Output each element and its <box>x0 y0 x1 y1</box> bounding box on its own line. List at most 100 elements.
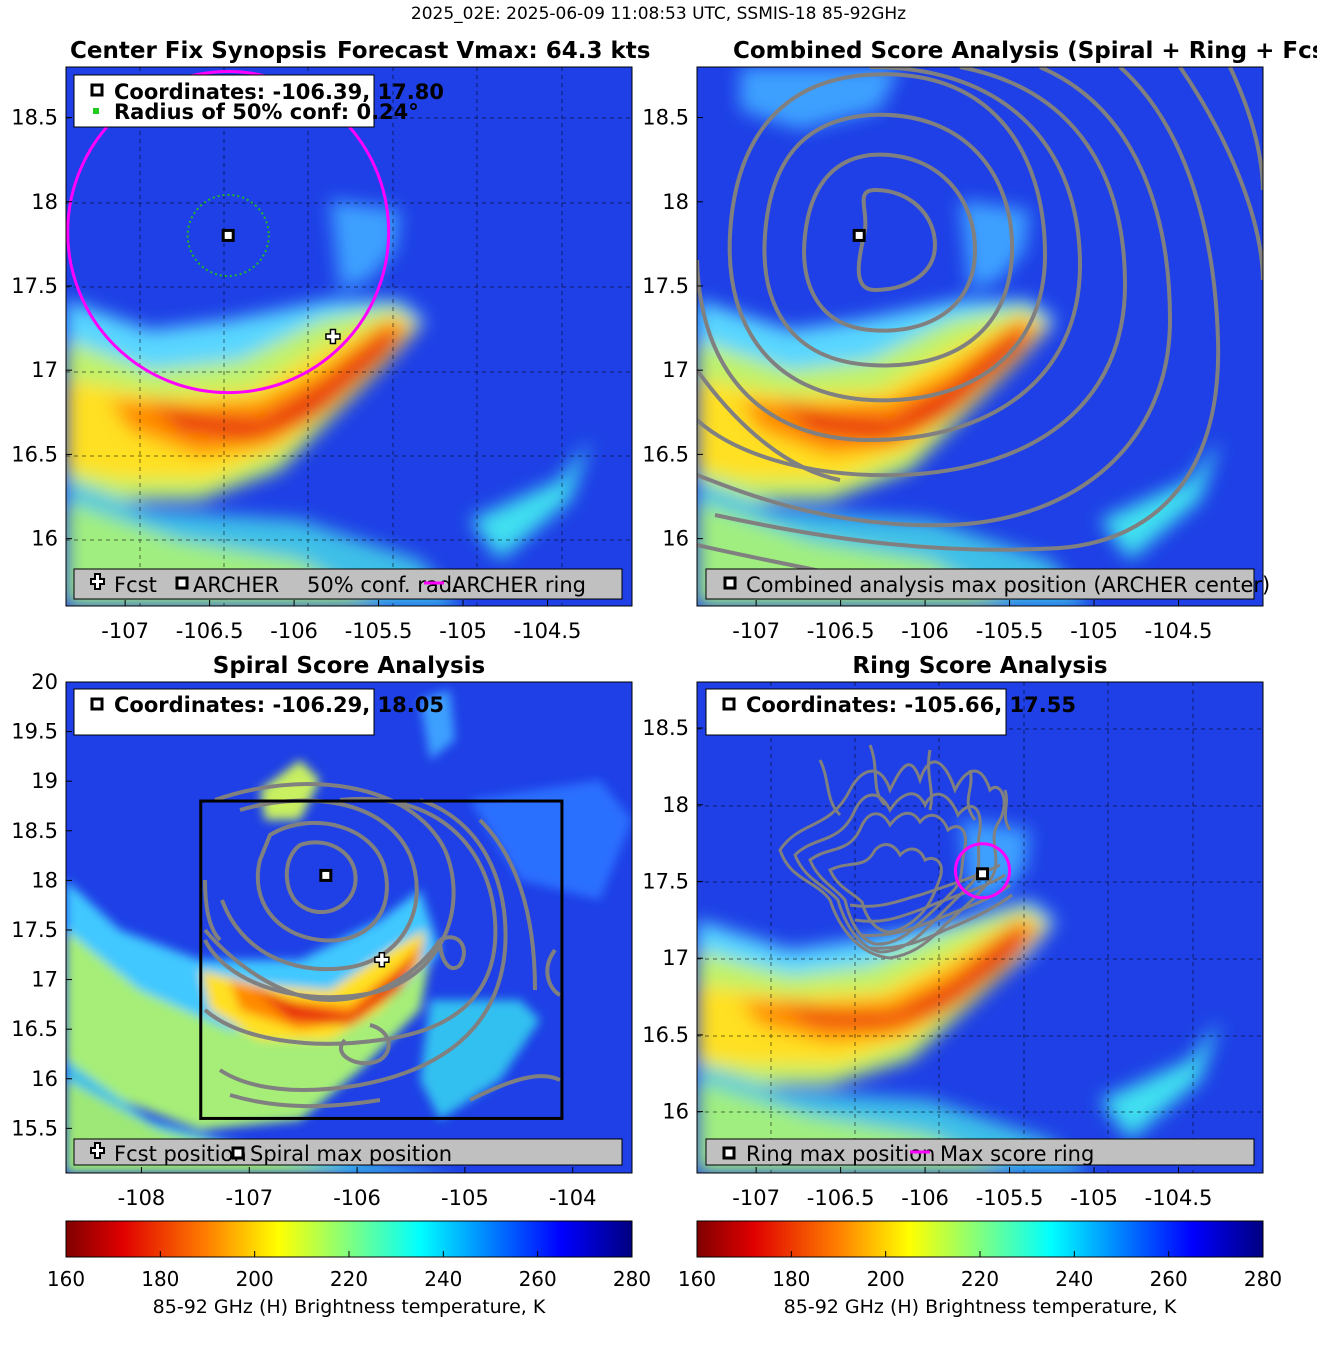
x-tick-label: -107 <box>732 619 780 643</box>
x-tick-label: -106.5 <box>807 619 875 643</box>
panel-spiral-score: Spiral Score Analysis Coordinates: -106.… <box>11 653 633 1210</box>
panel-title-vmax: Forecast Vmax: 64.3 kts <box>337 38 650 64</box>
coordinates-text: Coordinates: -105.66, 17.55 <box>746 693 1076 717</box>
panel-title: Ring Score Analysis <box>852 653 1107 679</box>
plus-marker <box>325 328 341 345</box>
x-tick-label: -104.5 <box>1145 619 1213 643</box>
y-tick-label: 20 <box>31 670 58 694</box>
x-tick-label: -106.5 <box>176 619 244 643</box>
colorbar-tick-label: 160 <box>47 1267 85 1291</box>
colorbar-tick-label: 180 <box>141 1267 179 1291</box>
x-tick-labels: -108 -107 -106 -105 -104 <box>118 1167 597 1210</box>
x-tick-label: -105 <box>439 619 487 643</box>
heatmap-ring <box>697 682 1263 1173</box>
legend-fcst: Fcst <box>114 573 157 597</box>
y-tick-label: 17.5 <box>11 274 58 298</box>
y-tick-label: 18 <box>662 190 689 214</box>
y-tick-label: 18.5 <box>642 716 689 740</box>
x-tick-label: -107 <box>225 1186 273 1210</box>
legend-ring: ARCHER ring <box>452 573 586 597</box>
colorbar-tick-label: 200 <box>236 1267 274 1291</box>
legend-combined-max: Combined analysis max position (ARCHER c… <box>746 573 1270 597</box>
y-tick-labels: 16 16.5 17 17.5 18 18.5 <box>642 716 703 1124</box>
x-tick-label: -105 <box>441 1186 489 1210</box>
legend: Fcst position Spiral max position <box>73 1138 623 1166</box>
archer-center-marker <box>221 228 235 242</box>
x-tick-label: -104 <box>549 1186 597 1210</box>
x-tick-label: -105.5 <box>976 619 1044 643</box>
y-tick-label: 16.5 <box>11 1017 58 1041</box>
square-icon <box>723 576 737 590</box>
legend-conf: 50% conf. rad. <box>307 573 459 597</box>
x-tick-label: -104.5 <box>514 619 582 643</box>
square-icon <box>175 576 189 590</box>
y-tick-label: 17.5 <box>642 274 689 298</box>
y-tick-label: 15.5 <box>11 1116 58 1140</box>
x-tick-label: -107 <box>101 619 149 643</box>
x-tick-label: -106 <box>333 1186 381 1210</box>
coordinates-text: Coordinates: -106.39, 17.80 <box>114 80 444 104</box>
y-tick-label: 17 <box>31 968 58 992</box>
x-tick-label: -105 <box>1070 619 1118 643</box>
square-icon <box>90 697 104 711</box>
y-tick-label: 18 <box>31 190 58 214</box>
combined-max-marker <box>852 228 866 242</box>
y-tick-label: 16.5 <box>642 442 689 466</box>
conf-square-icon <box>93 108 99 114</box>
legend-spiral-max: Spiral max position <box>250 1142 452 1166</box>
heatmap-spiral <box>66 682 632 1173</box>
figure-suptitle: 2025_02E: 2025-06-09 11:08:53 UTC, SSMIS… <box>410 4 907 24</box>
x-tick-label: -105.5 <box>976 1186 1044 1210</box>
y-tick-label: 16 <box>662 527 689 551</box>
legend-fcst-position: Fcst position <box>114 1142 247 1166</box>
y-tick-label: 17.5 <box>11 918 58 942</box>
x-tick-label: -104.5 <box>1145 1186 1213 1210</box>
y-tick-labels: 16 16.5 17 17.5 18 18.5 <box>11 106 72 551</box>
colorbar-tick-label: 240 <box>424 1267 462 1291</box>
x-tick-label: -106 <box>901 619 949 643</box>
ring-max-marker <box>976 867 990 881</box>
confidence-radius-circle <box>186 193 270 277</box>
forecast-marker <box>374 951 390 968</box>
y-tick-label: 18.5 <box>642 106 689 130</box>
colorbar-tick-label: 280 <box>613 1267 651 1291</box>
colorbar-tick-label: 260 <box>519 1267 557 1291</box>
colorbar-label: 85-92 GHz (H) Brightness temperature, K <box>153 1296 546 1318</box>
plus-icon <box>90 573 105 590</box>
panel-title: Spiral Score Analysis <box>213 653 485 679</box>
y-tick-label: 17 <box>31 358 58 382</box>
legend-max-ring: Max score ring <box>940 1142 1094 1166</box>
x-tick-label: -105 <box>1070 1186 1118 1210</box>
spiral-max-marker <box>319 868 333 882</box>
y-tick-label: 18 <box>31 868 58 892</box>
heatmap-combined <box>697 67 1263 606</box>
colorbar-ticks: 160 180 200 220 240 260 280 <box>47 1251 651 1291</box>
x-tick-label: -106 <box>901 1186 949 1210</box>
square-icon <box>722 1146 736 1160</box>
square-marker <box>976 867 990 881</box>
y-tick-label: 16.5 <box>11 442 58 466</box>
info-box: Coordinates: -106.29, 18.05 <box>73 688 444 736</box>
x-tick-label: -107 <box>732 1186 780 1210</box>
coordinates-text: Coordinates: -106.29, 18.05 <box>114 693 444 717</box>
archer-center-icon <box>90 83 104 97</box>
y-tick-labels: 16 16.5 17 17.5 18 18.5 <box>642 106 703 551</box>
x-tick-label: -106 <box>270 619 318 643</box>
plus-icon <box>90 1142 105 1159</box>
radius-text: Radius of 50% conf: 0.24° <box>114 100 419 124</box>
y-tick-label: 16 <box>662 1100 689 1124</box>
square-marker <box>319 868 333 882</box>
x-tick-label: -105.5 <box>345 619 413 643</box>
colorbar-right: 160 180 200 220 240 260 280 85-92 GHz (H) Brig… <box>678 1220 1282 1318</box>
info-box: Coordinates: -105.66, 17.55 <box>705 688 1076 736</box>
colorbar-tick-label: 260 <box>1150 1267 1188 1291</box>
max-score-ring <box>954 842 1012 900</box>
y-tick-label: 18.5 <box>11 819 58 843</box>
y-tick-label: 16 <box>31 527 58 551</box>
colorbar-ticks: 160 180 200 220 240 260 280 <box>678 1251 1282 1291</box>
ring-contours <box>778 744 1013 960</box>
x-tick-label: -106.5 <box>807 1186 875 1210</box>
y-tick-label: 19.5 <box>11 720 58 744</box>
x-tick-labels: -107 -106.5 -106 -105.5 -105 -104.5 <box>732 1167 1212 1210</box>
panel-ring-score: Ring Score Analysis Coordinates: -105.66… <box>642 653 1264 1210</box>
